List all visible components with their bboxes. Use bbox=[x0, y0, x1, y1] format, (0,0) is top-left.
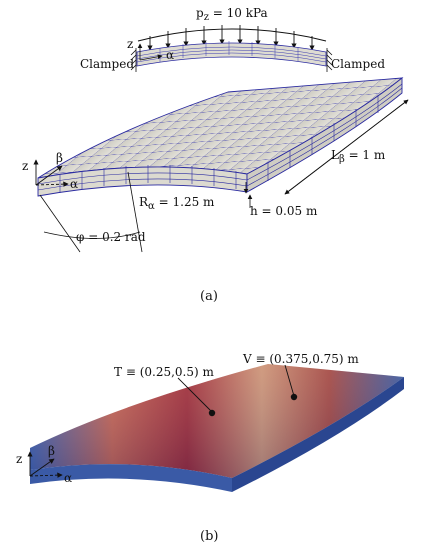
angle-arc bbox=[43, 231, 141, 239]
length-label: Lβ = 1 m bbox=[331, 148, 386, 165]
contour-axis-alpha-label: α bbox=[64, 471, 72, 485]
contour-shell bbox=[30, 364, 404, 492]
load-schematic: pz = 10 kPa Clamped Clamped z α bbox=[80, 6, 385, 72]
point-v-label: V ≡ (0.375,0.75) m bbox=[242, 352, 359, 366]
beam-arch bbox=[136, 42, 327, 67]
small-axis-alpha-label: α bbox=[166, 48, 174, 62]
leader-t bbox=[177, 377, 213, 413]
angle-label: φ = 0.2 rad bbox=[76, 230, 146, 244]
thickness-label: h = 0.05 m bbox=[250, 204, 318, 218]
main-axis-z-label: z bbox=[22, 159, 28, 173]
panel-a: pz = 10 kPa Clamped Clamped z α bbox=[22, 6, 409, 304]
clamp-right bbox=[326, 48, 333, 72]
load-envelope bbox=[137, 28, 327, 42]
panel-b: T ≡ (0.25,0.5) m V ≡ (0.375,0.75) m z β … bbox=[16, 352, 404, 544]
contour-axes bbox=[27, 451, 63, 478]
load-arrows bbox=[147, 25, 315, 51]
caption-b: (b) bbox=[200, 529, 218, 544]
leader-v bbox=[284, 364, 295, 397]
main-axis-beta-label: β bbox=[56, 151, 63, 165]
contour-front-face bbox=[30, 464, 232, 492]
contour-axis-beta-label: β bbox=[48, 444, 55, 458]
shell-side-face bbox=[246, 77, 403, 193]
load-label: pz = 10 kPa bbox=[196, 6, 268, 23]
geometry-annotations bbox=[39, 99, 409, 253]
radius-label: Rα = 1.25 m bbox=[139, 195, 215, 212]
radius-line bbox=[127, 171, 143, 253]
point-v-marker bbox=[290, 393, 298, 401]
small-axes bbox=[137, 43, 163, 61]
main-axes bbox=[33, 159, 69, 187]
clamp-left bbox=[130, 48, 137, 72]
radius-guide-left bbox=[39, 194, 81, 253]
point-t-marker bbox=[208, 409, 216, 417]
clamped-left-label: Clamped bbox=[80, 57, 134, 71]
small-axis-z-label: z bbox=[127, 37, 133, 51]
contour-side-face bbox=[232, 377, 404, 492]
side-face-mesh bbox=[246, 83, 403, 187]
point-t-label: T ≡ (0.25,0.5) m bbox=[114, 365, 214, 379]
contour-axis-z-label: z bbox=[16, 452, 22, 466]
caption-a: (a) bbox=[200, 289, 218, 304]
main-axis-alpha-label: α bbox=[70, 177, 78, 191]
point-leaders bbox=[177, 364, 295, 413]
meshed-shell bbox=[37, 77, 404, 197]
clamped-right-label: Clamped bbox=[331, 57, 385, 71]
